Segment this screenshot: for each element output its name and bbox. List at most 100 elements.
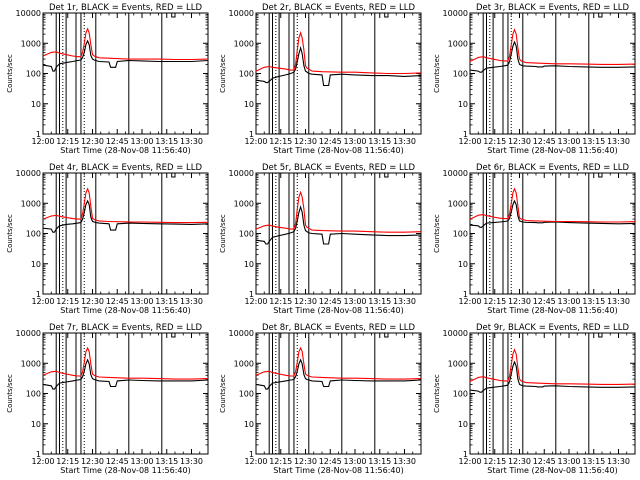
panel-title: Det 8r, BLACK = Events, RED = LLD [262, 323, 416, 333]
x-tick-label: 12:15 [483, 457, 506, 466]
x-tick-label: 12:00 [31, 137, 54, 146]
x-tick-label: 12:45 [106, 457, 129, 466]
y-axis-label: Counts/sec [433, 374, 441, 413]
panel-det-5r: Det 5r, BLACK = Events, RED = LLD 1 10 100 1… [219, 163, 422, 315]
lld-series-line [42, 187, 209, 224]
y-tick-label: 100 [453, 70, 468, 79]
lld-series-line [255, 190, 422, 233]
y-axis-label: Counts/sec [6, 374, 14, 413]
x-tick-label: 12:45 [533, 457, 556, 466]
x-axis-label: Start Time (28-Nov-08 11:56:40) [60, 146, 190, 155]
panel-title: Det 9r, BLACK = Events, RED = LLD [476, 323, 630, 333]
x-tick-label: 12:30 [81, 457, 104, 466]
small-box-marker [598, 173, 603, 178]
y-axis-label: Counts/sec [219, 374, 227, 413]
x-tick-label: 13:30 [393, 137, 416, 146]
small-box-marker [171, 173, 176, 178]
x-tick-label: 12:30 [508, 457, 531, 466]
x-tick-label: 13:00 [557, 137, 580, 146]
y-tick-label: 100 [453, 230, 468, 239]
y-tick-label: 10000 [16, 9, 41, 18]
x-tick-label: 12:15 [483, 297, 506, 306]
x-axis-label: Start Time (28-Nov-08 11:56:40) [273, 306, 403, 315]
x-tick-label: 13:30 [607, 457, 630, 466]
small-box-marker [384, 333, 389, 338]
y-tick-label: 10000 [229, 9, 254, 18]
y-tick-label: 10 [244, 420, 254, 429]
y-tick-label: 1 [463, 130, 468, 139]
events-series-line [255, 205, 422, 245]
y-tick-label: 10 [458, 420, 468, 429]
plot-frame [42, 172, 209, 295]
y-tick-label: 100 [26, 230, 41, 239]
y-tick-label: 100 [239, 230, 254, 239]
x-axis-label: Start Time (28-Nov-08 11:56:40) [60, 306, 190, 315]
x-tick-label: 12:30 [81, 297, 104, 306]
y-tick-label: 10000 [443, 169, 468, 178]
x-tick-label: 13:00 [130, 457, 153, 466]
lld-series-line [469, 28, 636, 65]
x-tick-label: 12:00 [31, 457, 54, 466]
x-tick-label: 12:15 [56, 137, 79, 146]
y-tick-label: 10000 [16, 329, 41, 338]
events-series-line [255, 358, 422, 390]
y-tick-label: 1000 [448, 39, 468, 48]
y-tick-label: 10000 [16, 169, 41, 178]
x-tick-label: 12:45 [533, 297, 556, 306]
x-axis-label: Start Time (28-Nov-08 11:56:40) [487, 306, 617, 315]
y-tick-label: 1000 [21, 39, 41, 48]
y-tick-label: 1 [249, 450, 254, 459]
y-tick-label: 10 [244, 100, 254, 109]
x-axis-label: Start Time (28-Nov-08 11:56:40) [487, 146, 617, 155]
x-tick-label: 12:45 [319, 457, 342, 466]
y-tick-label: 1 [249, 290, 254, 299]
x-tick-label: 13:00 [343, 457, 366, 466]
y-tick-label: 10000 [229, 169, 254, 178]
panel-det-9r: Det 9r, BLACK = Events, RED = LLD 1 10 100 1… [433, 323, 636, 475]
plot-frame [469, 332, 636, 455]
panel-title: Det 4r, BLACK = Events, RED = LLD [49, 163, 203, 173]
x-tick-label: 12:00 [31, 297, 54, 306]
x-tick-label: 13:00 [557, 457, 580, 466]
events-series-line [469, 360, 636, 393]
x-axis-label: Start Time (28-Nov-08 11:56:40) [60, 466, 190, 475]
panel-det-2r: Det 2r, BLACK = Events, RED = LLD 1 10 100 1… [219, 3, 422, 155]
y-tick-label: 1000 [234, 359, 254, 368]
x-tick-label: 12:00 [244, 137, 267, 146]
y-tick-label: 10000 [443, 9, 468, 18]
y-tick-label: 1000 [448, 199, 468, 208]
panel-title: Det 6r, BLACK = Events, RED = LLD [476, 163, 630, 173]
panel-det-6r: Det 6r, BLACK = Events, RED = LLD 1 10 100 1… [433, 163, 636, 315]
x-tick-label: 12:15 [269, 297, 292, 306]
y-tick-label: 10000 [443, 329, 468, 338]
x-tick-label: 12:00 [244, 457, 267, 466]
x-axis-label: Start Time (28-Nov-08 11:56:40) [273, 146, 403, 155]
x-tick-label: 13:15 [582, 137, 605, 146]
y-tick-label: 1000 [448, 359, 468, 368]
y-tick-label: 10 [458, 260, 468, 269]
y-tick-label: 100 [239, 70, 254, 79]
panel-det-7r: Det 7r, BLACK = Events, RED = LLD 1 10 100 1… [6, 323, 209, 475]
y-tick-label: 1000 [234, 39, 254, 48]
x-tick-label: 12:45 [319, 137, 342, 146]
x-tick-label: 12:30 [508, 297, 531, 306]
x-tick-label: 13:30 [180, 457, 203, 466]
y-tick-label: 1 [463, 450, 468, 459]
plot-frame [469, 172, 636, 295]
y-tick-label: 100 [453, 390, 468, 399]
x-tick-label: 12:00 [244, 297, 267, 306]
y-axis-label: Counts/sec [6, 54, 14, 93]
events-series-line [255, 45, 422, 87]
plot-frame [255, 332, 422, 455]
x-axis-label: Start Time (28-Nov-08 11:56:40) [273, 466, 403, 475]
x-tick-label: 13:15 [368, 457, 391, 466]
x-tick-label: 13:15 [582, 457, 605, 466]
y-tick-label: 10 [458, 100, 468, 109]
y-axis-label: Counts/sec [219, 54, 227, 93]
x-tick-label: 13:15 [155, 297, 178, 306]
y-axis-label: Counts/sec [6, 214, 14, 253]
x-tick-label: 12:30 [294, 297, 317, 306]
x-tick-label: 13:15 [155, 137, 178, 146]
x-tick-label: 12:15 [269, 137, 292, 146]
